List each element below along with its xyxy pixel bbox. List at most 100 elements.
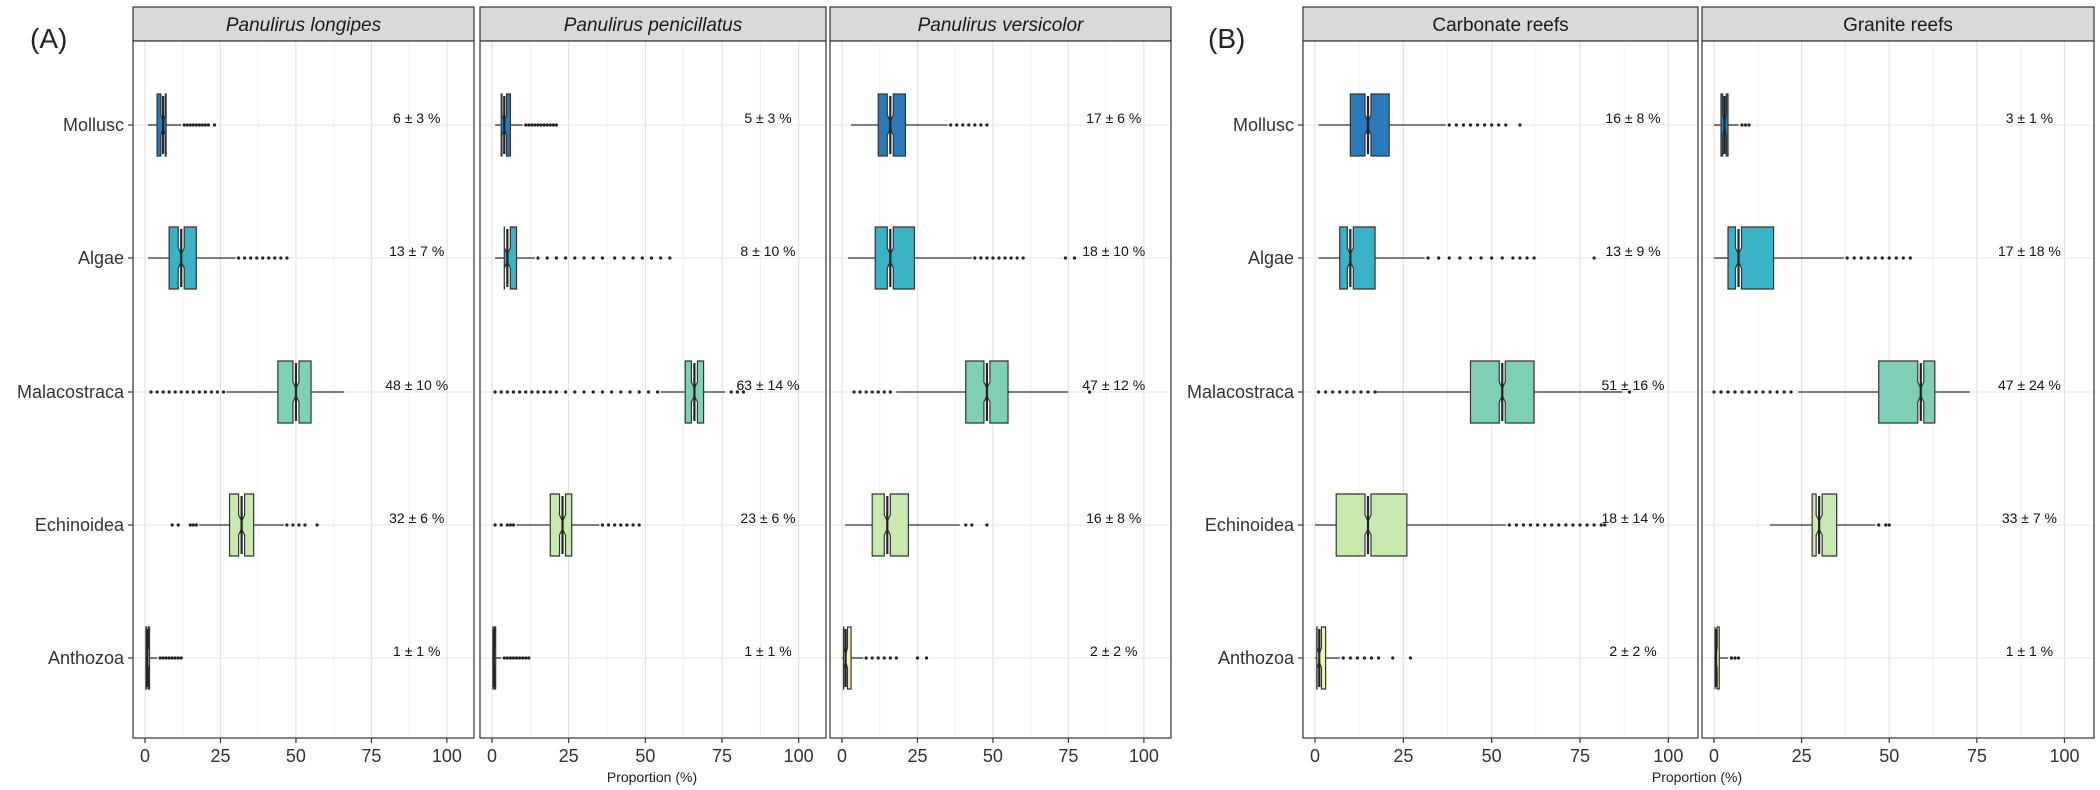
outlier-point	[564, 256, 568, 260]
outlier-point	[1490, 123, 1494, 127]
outlier-point	[173, 390, 177, 394]
facet-title: Panulirus versicolor	[918, 15, 1084, 36]
outlier-point	[542, 123, 546, 127]
outlier-point	[1627, 390, 1632, 394]
outlier-point	[158, 656, 162, 660]
outlier-point	[1880, 256, 1884, 260]
outlier-point	[1747, 123, 1751, 127]
outlier-point	[858, 390, 862, 394]
outlier-point	[1009, 256, 1013, 260]
facet-title: Panulirus penicillatus	[564, 15, 743, 36]
outlier-point	[524, 656, 528, 660]
outlier-point	[915, 656, 920, 660]
outlier-point	[542, 390, 546, 394]
outlier-point	[1550, 523, 1554, 527]
facet-panel: Granite reefs 3 ± 1 % 17 ± 18 % 47 ± 24 % 33…	[1701, 6, 2095, 766]
outlier-point	[499, 523, 503, 527]
outlier-point	[619, 390, 623, 394]
outlier-point	[548, 390, 552, 394]
outlier-point	[582, 390, 586, 394]
summary-label: 13 ± 7 %	[389, 243, 444, 259]
outlier-point	[179, 656, 183, 660]
outlier-point	[1366, 390, 1370, 394]
outlier-point	[964, 523, 968, 527]
facet-strip	[479, 6, 827, 42]
y-tick-label: Echinoidea	[1205, 515, 1295, 535]
outlier-point	[1733, 390, 1737, 394]
summary-label: 3 ± 1 %	[2006, 110, 2053, 126]
outlier-point	[533, 123, 537, 127]
box-body	[156, 93, 167, 157]
box-mollusc: 17 ± 6 %	[851, 93, 1141, 157]
facet-panels: Panulirus longipes 6 ± 3 % 13 ± 7 % 48 ± 10…	[17, 6, 2095, 766]
outlier-point	[191, 523, 195, 527]
outlier-point	[1369, 656, 1374, 660]
outlier-point	[297, 523, 301, 527]
outlier-point	[591, 256, 595, 260]
outlier-point	[1908, 256, 1912, 260]
outlier-point	[729, 390, 733, 394]
outlier-point	[582, 256, 586, 260]
outlier-point	[1564, 523, 1568, 527]
outlier-point	[505, 523, 509, 527]
outlier-point	[631, 523, 635, 527]
outlier-point	[1528, 523, 1533, 527]
box-anthozoa: 2 ± 2 %	[1315, 626, 1657, 690]
outlier-point	[1511, 256, 1515, 260]
outlier-point	[194, 523, 198, 527]
outlier-point	[985, 123, 989, 127]
box-body	[1727, 226, 1775, 290]
outlier-point	[1852, 256, 1856, 260]
outlier-point	[1341, 656, 1345, 660]
outlier-point	[741, 390, 746, 394]
outlier-point	[668, 256, 672, 260]
x-tick-label: 50	[1482, 746, 1502, 766]
box-algae: 18 ± 10 %	[848, 226, 1145, 290]
outlier-point	[1859, 256, 1863, 260]
outlier-point	[1063, 256, 1068, 260]
facet-panel: Panulirus penicillatus 5 ± 3 % 8 ± 10 % 63 …	[479, 6, 827, 766]
outlier-point	[200, 123, 204, 127]
outlier-point	[1483, 123, 1487, 127]
y-tick-label: Mollusc	[63, 115, 124, 135]
outlier-point	[545, 123, 549, 127]
outlier-point	[1726, 390, 1730, 394]
outlier-point	[1543, 523, 1547, 527]
box-body	[1878, 360, 1936, 424]
outlier-point	[1447, 256, 1451, 260]
summary-label: 18 ± 10 %	[1082, 243, 1145, 259]
facet-panel: Panulirus versicolor 17 ± 6 % 18 ± 10 % 47 …	[829, 6, 1172, 766]
facet-title: Granite reefs	[1843, 15, 1953, 36]
outlier-point	[870, 656, 874, 660]
outlier-point	[888, 390, 892, 394]
outlier-point	[1571, 523, 1575, 527]
outlier-point	[493, 523, 497, 527]
outlier-point	[1497, 123, 1501, 127]
x-tick-label: 25	[210, 746, 230, 766]
outlier-point	[1747, 390, 1751, 394]
outlier-point	[185, 390, 189, 394]
outlier-point	[882, 390, 886, 394]
outlier-point	[1518, 256, 1522, 260]
outlier-point	[600, 390, 605, 394]
outlier-point	[1740, 390, 1744, 394]
outlier-point	[852, 390, 856, 394]
box-echinoidea: 33 ± 7 %	[1770, 493, 2057, 557]
outlier-point	[1507, 523, 1511, 527]
y-tick-label: Echinoidea	[35, 515, 125, 535]
x-tick-label: 0	[487, 746, 497, 766]
panel-border	[132, 40, 475, 739]
outlier-point	[1447, 123, 1451, 127]
outlier-point	[1866, 256, 1870, 260]
outlier-point	[267, 256, 271, 260]
outlier-point	[894, 656, 898, 660]
outlier-point	[640, 256, 644, 260]
x-tick-label: 50	[1879, 746, 1899, 766]
y-tick-label: Algae	[1248, 248, 1294, 268]
facet-title: Carbonate reefs	[1432, 15, 1568, 36]
outlier-point	[649, 256, 654, 260]
summary-label: 63 ± 14 %	[737, 377, 800, 393]
outlier-point	[493, 390, 497, 394]
outlier-point	[285, 523, 289, 527]
outlier-point	[273, 256, 277, 260]
